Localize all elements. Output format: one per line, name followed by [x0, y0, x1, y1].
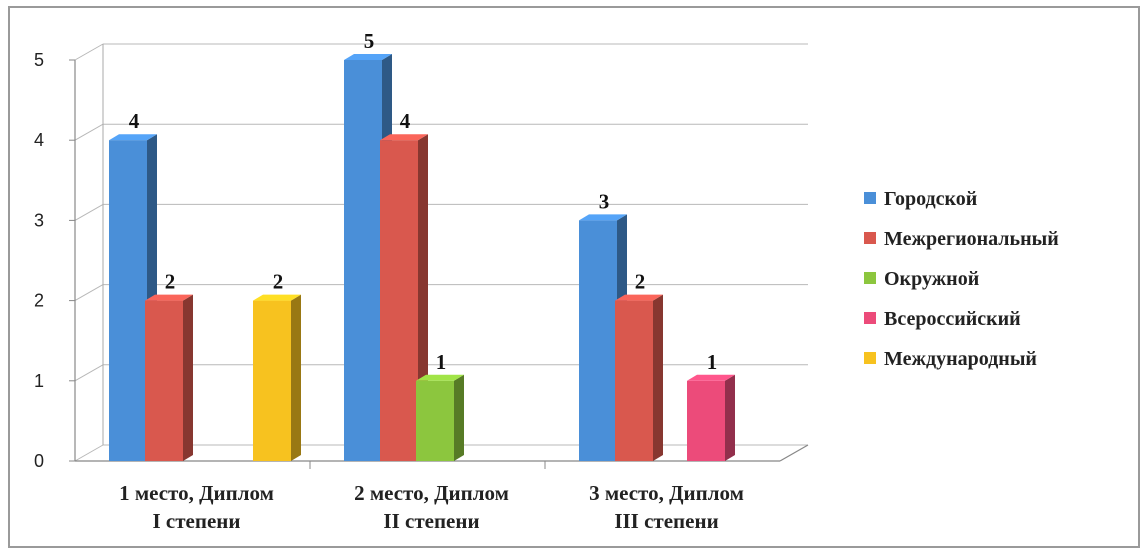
gridline-side — [74, 203, 104, 221]
x-category-label: 2 место, Диплом II степени — [354, 481, 509, 533]
chart-frame — [8, 6, 1140, 548]
bar-Межрегиональный — [615, 300, 653, 461]
bar-Межрегиональный — [145, 300, 183, 461]
data-label: 2 — [635, 270, 646, 294]
bar-Международный — [253, 300, 291, 461]
y-tick-label: 0 — [34, 451, 44, 471]
y-tick-label: 4 — [34, 130, 44, 150]
legend-swatch — [864, 312, 876, 324]
legend-label: Межрегиональный — [884, 228, 1059, 250]
legend-swatch — [864, 352, 876, 364]
gridline-side — [74, 43, 104, 61]
bar-Окружной — [416, 380, 454, 461]
y-tick-label: 5 — [34, 50, 44, 70]
bar-top — [579, 214, 627, 221]
bar-top — [687, 374, 735, 381]
bar-top — [344, 54, 392, 60]
gridline-side — [74, 444, 104, 462]
bar-side — [183, 294, 193, 461]
legend-label: Городской — [884, 188, 977, 210]
data-label: 3 — [599, 189, 610, 213]
legend-swatch — [864, 232, 876, 244]
x-category-label: 1 место, Диплом I степени — [119, 481, 274, 533]
bar-side — [653, 294, 663, 461]
bar-Городской — [344, 60, 382, 461]
legend-label: Окружной — [884, 268, 979, 290]
bar-top — [253, 294, 301, 301]
bar-top — [109, 134, 157, 141]
bar-top — [416, 374, 464, 381]
data-label: 4 — [129, 109, 140, 133]
bar-side — [454, 374, 464, 461]
gridline-side — [74, 364, 104, 382]
data-label: 1 — [707, 350, 718, 374]
bar-top — [145, 294, 193, 301]
gridline-side — [74, 284, 104, 302]
legend-label: Международный — [884, 348, 1037, 370]
data-label: 4 — [400, 109, 411, 133]
legend-swatch — [864, 192, 876, 204]
data-label: 5 — [364, 29, 375, 53]
y-tick-label: 3 — [34, 210, 44, 230]
data-label: 2 — [165, 270, 176, 294]
data-label: 2 — [273, 270, 284, 294]
bar-Межрегиональный — [380, 140, 418, 461]
bar-side — [291, 294, 301, 461]
y-tick-label: 2 — [34, 291, 44, 311]
bar-Городской — [109, 140, 147, 461]
gridline-side — [74, 123, 104, 141]
bar-top — [615, 294, 663, 301]
bar-Всероссийский — [687, 380, 725, 461]
data-label: 1 — [436, 350, 447, 374]
legend-label: Всероссийский — [884, 308, 1021, 330]
legend-swatch — [864, 272, 876, 284]
bar-Городской — [579, 220, 617, 461]
y-tick-label: 1 — [34, 371, 44, 391]
x-category-label: 3 место, Диплом III степени — [589, 481, 744, 533]
floor-edge — [779, 444, 809, 462]
bar-top — [380, 134, 428, 141]
bar-side — [725, 374, 735, 461]
